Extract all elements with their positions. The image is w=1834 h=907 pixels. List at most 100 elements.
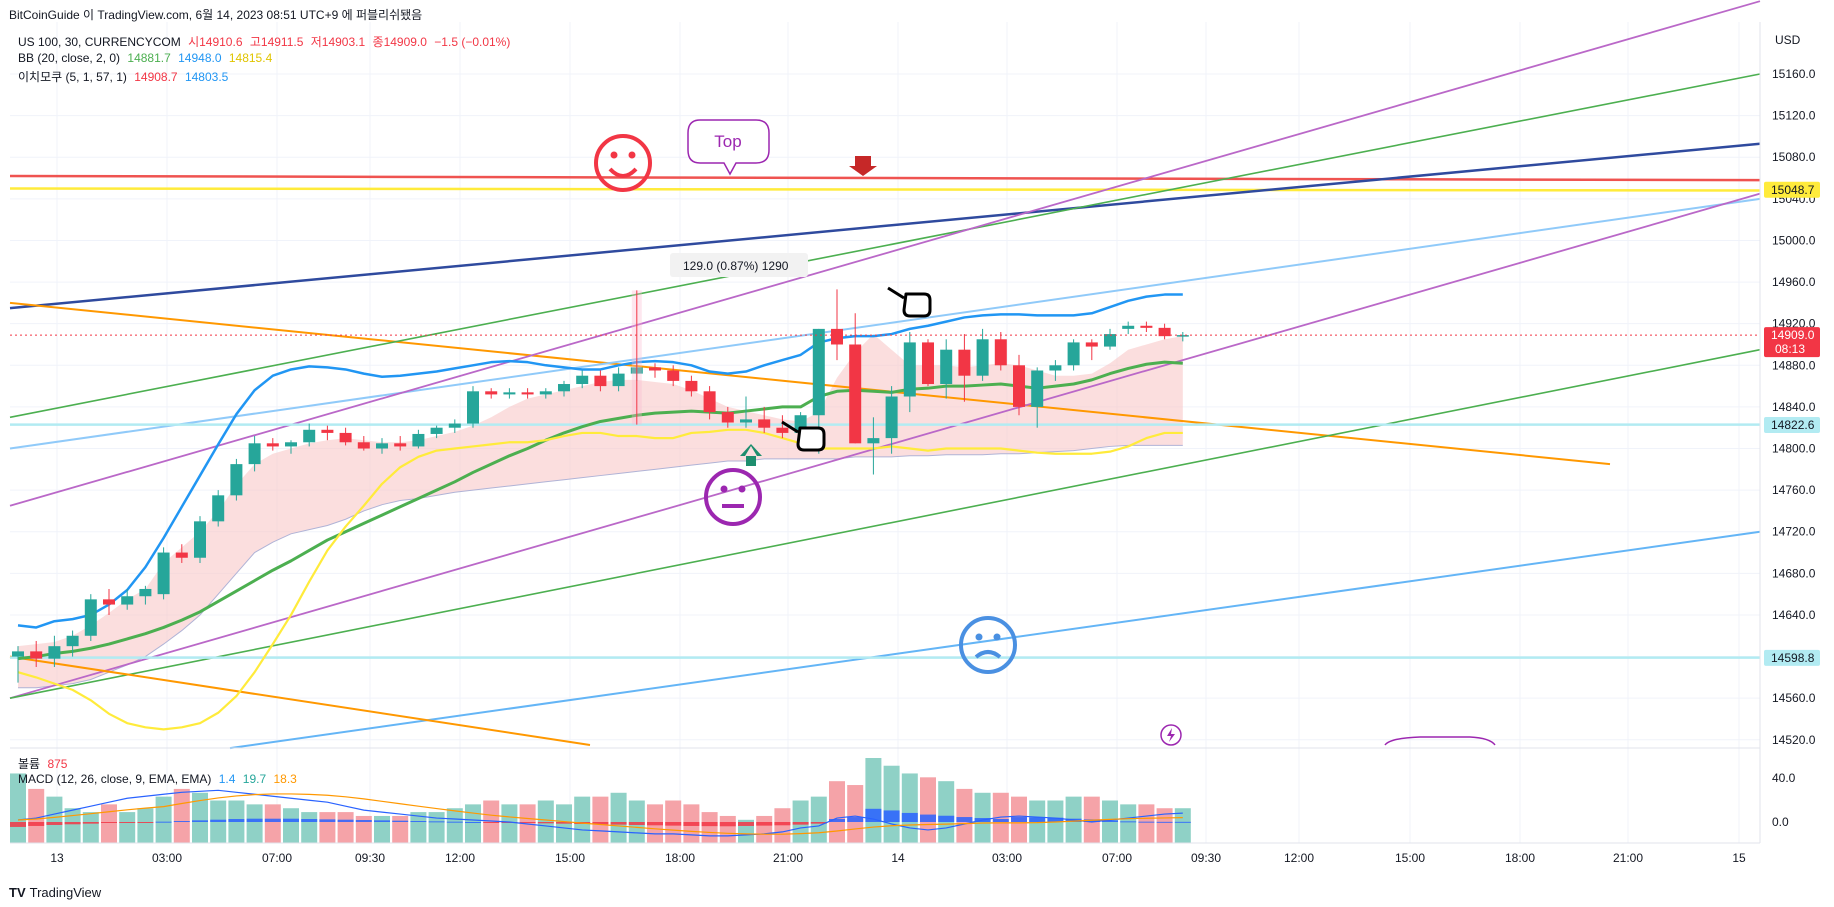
candle[interactable] — [266, 438, 279, 451]
candle[interactable] — [66, 630, 79, 657]
axes[interactable]: USD15160.015120.015080.015040.015000.014… — [10, 22, 1820, 865]
trend-line[interactable] — [9, 187, 1761, 192]
candle-body — [285, 442, 297, 447]
candle[interactable] — [157, 547, 170, 600]
candle[interactable] — [576, 370, 589, 389]
candle[interactable] — [1104, 328, 1116, 350]
candle[interactable] — [175, 544, 188, 563]
trend-line[interactable] — [9, 73, 1761, 419]
trend-lines[interactable] — [9, 0, 1761, 750]
candles[interactable] — [12, 289, 1189, 683]
candle[interactable] — [503, 388, 516, 399]
candle[interactable] — [430, 425, 443, 439]
candle[interactable] — [376, 438, 388, 454]
candle[interactable] — [940, 339, 953, 399]
candle[interactable] — [103, 588, 115, 615]
candle[interactable] — [1013, 354, 1025, 416]
candle[interactable] — [121, 588, 134, 610]
trend-line[interactable] — [9, 0, 1761, 507]
annotations[interactable]: 129.0 (0.87%) 1290 Top — [594, 119, 1496, 746]
neutral-face-icon[interactable] — [704, 468, 762, 526]
candle[interactable] — [649, 363, 661, 378]
candle[interactable] — [521, 388, 534, 399]
candle[interactable] — [1122, 321, 1135, 335]
trend-line[interactable] — [9, 174, 1761, 182]
candle[interactable] — [194, 516, 206, 563]
candle[interactable] — [1176, 332, 1189, 342]
candle[interactable] — [1158, 323, 1171, 340]
candle[interactable] — [212, 490, 225, 527]
candle[interactable] — [903, 332, 916, 413]
candle[interactable] — [922, 339, 934, 387]
trend-line[interactable] — [9, 348, 1761, 699]
candle[interactable] — [12, 646, 24, 683]
candle[interactable] — [84, 594, 97, 641]
candle[interactable] — [485, 388, 498, 399]
candle[interactable] — [321, 425, 334, 441]
indicator-line — [17, 360, 1183, 661]
confused-face-icon[interactable] — [959, 616, 1017, 674]
candle[interactable] — [1049, 360, 1062, 381]
candle[interactable] — [594, 370, 607, 392]
candle[interactable] — [248, 436, 261, 472]
candle[interactable] — [740, 396, 752, 428]
candle[interactable] — [357, 436, 370, 451]
candle[interactable] — [703, 386, 716, 420]
candle[interactable] — [303, 423, 316, 447]
price-label-box[interactable] — [1764, 181, 1820, 198]
happy-face-icon[interactable] — [594, 134, 652, 192]
candle[interactable] — [539, 388, 552, 399]
candle[interactable] — [758, 406, 771, 433]
macd-histogram-bar — [719, 822, 736, 827]
pointing-hand-icon[interactable] — [887, 286, 932, 318]
legend-ichimoku-row[interactable]: 이치모쿠 (5, 1, 57, 1) 14908.7 14803.5 — [18, 70, 229, 84]
arrow-up-icon[interactable] — [740, 444, 762, 466]
candle[interactable] — [412, 429, 425, 449]
pointing-hand-icon[interactable] — [781, 420, 826, 452]
legend-macd-row[interactable]: MACD (12, 26, close, 9, EMA, EMA) 1.4 19… — [18, 772, 297, 786]
candle[interactable] — [1031, 367, 1044, 428]
candle[interactable] — [558, 380, 570, 397]
candle[interactable] — [994, 332, 1007, 371]
candle[interactable] — [776, 415, 789, 439]
trend-line[interactable] — [9, 142, 1761, 310]
arrow-down-icon[interactable] — [849, 156, 877, 176]
candle[interactable] — [394, 436, 407, 451]
trend-line[interactable] — [229, 530, 1761, 750]
price-label-box[interactable] — [1764, 327, 1820, 358]
candle[interactable] — [612, 367, 625, 392]
candle[interactable] — [867, 417, 880, 475]
candle[interactable] — [885, 386, 898, 454]
candle[interactable] — [1085, 339, 1098, 361]
candle[interactable] — [958, 334, 971, 402]
candle[interactable] — [285, 440, 297, 454]
legend-symbol-row[interactable]: US 100, 30, CURRENCYCOM 시14910.6 고14911.… — [18, 35, 511, 49]
candle[interactable] — [831, 289, 843, 361]
candle[interactable] — [976, 328, 989, 381]
macd-histogram-bar — [701, 822, 718, 827]
legend-bb-row[interactable]: BB (20, close, 2, 0) 14881.7 14948.0 148… — [18, 51, 273, 65]
candle[interactable] — [339, 427, 352, 446]
price-label-box[interactable] — [1764, 649, 1820, 666]
trend-line[interactable] — [9, 192, 1761, 700]
trend-line[interactable] — [9, 301, 1611, 466]
candle[interactable] — [721, 406, 734, 428]
volume-bar — [974, 792, 991, 843]
candle[interactable] — [30, 640, 43, 667]
volume-bar — [719, 815, 736, 843]
candle[interactable] — [448, 419, 461, 433]
candle[interactable] — [685, 375, 698, 397]
candle[interactable] — [1140, 321, 1153, 333]
candle[interactable] — [849, 313, 862, 444]
price-label-box[interactable] — [1764, 417, 1820, 434]
candle[interactable] — [1067, 339, 1080, 371]
candle[interactable] — [230, 458, 243, 501]
trend-line[interactable] — [9, 197, 1761, 450]
trend-line[interactable] — [9, 655, 591, 746]
candle[interactable] — [48, 635, 61, 667]
candle[interactable] — [139, 585, 152, 605]
candle[interactable] — [667, 365, 680, 387]
candle[interactable] — [467, 386, 479, 428]
legend-volume-row[interactable]: 볼륨 875 — [18, 757, 68, 771]
